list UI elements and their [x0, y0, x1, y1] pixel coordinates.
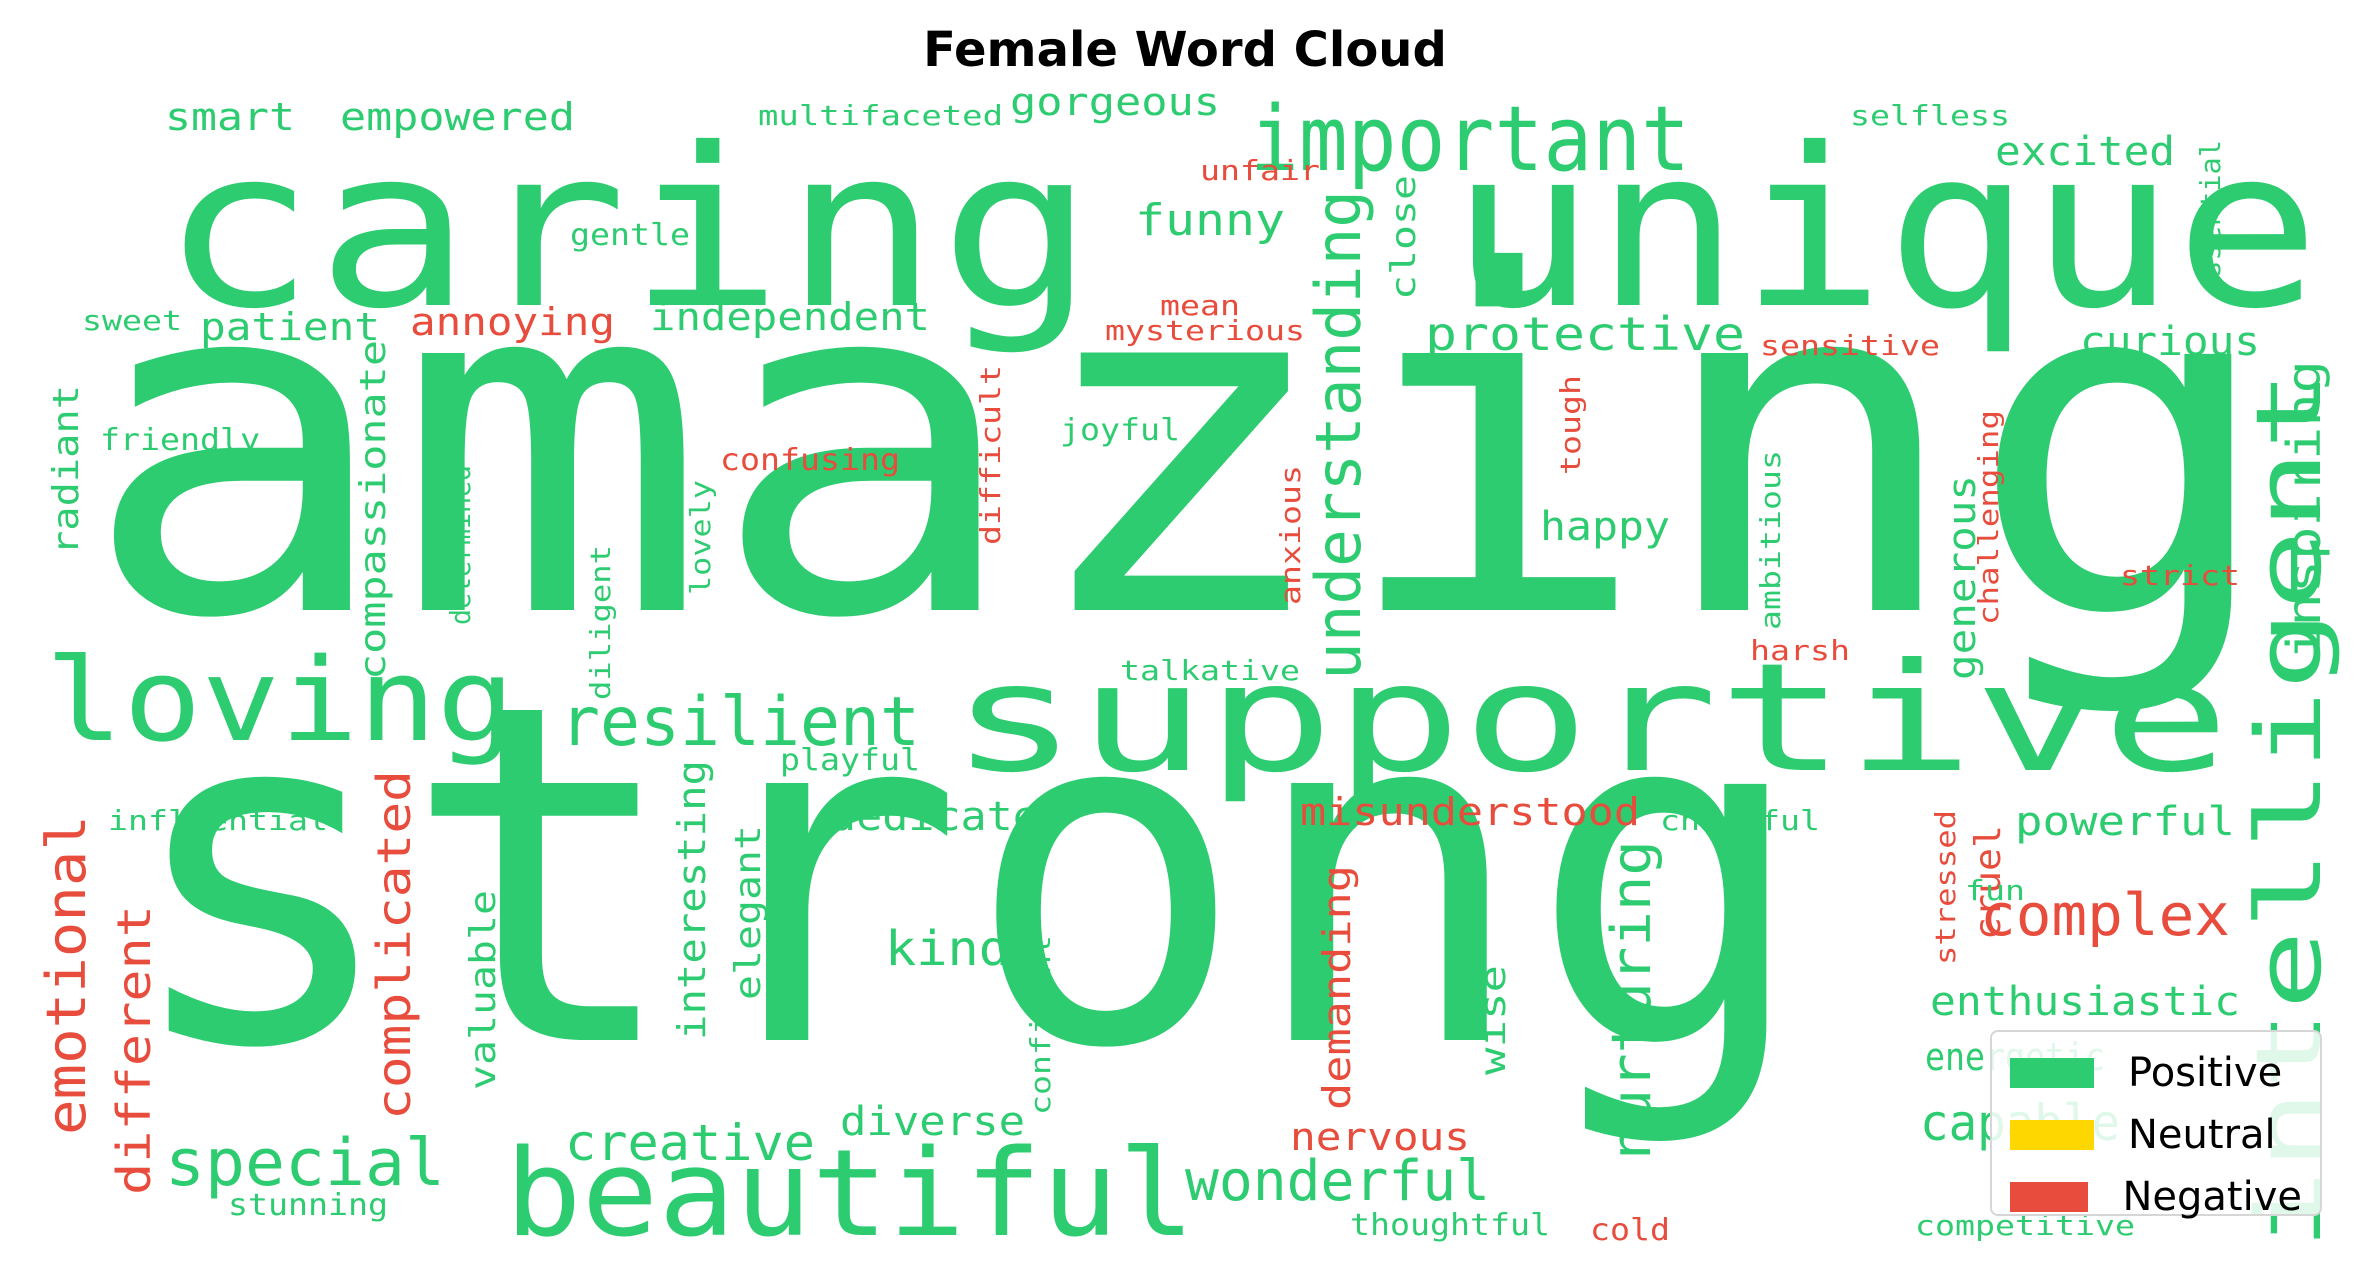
word-cruel: cruel	[1968, 825, 2009, 940]
word-independent: independent	[650, 295, 930, 339]
word-essential: essential	[2194, 140, 2227, 295]
word-difficult: difficult	[974, 365, 1007, 545]
word-wise: wise	[1473, 965, 1514, 1075]
legend-swatch-neutral	[2010, 1120, 2094, 1150]
word-beautiful: beautiful	[505, 1125, 1195, 1264]
word-compassionate: compassionate	[353, 340, 394, 680]
word-smart: smart	[165, 95, 295, 139]
legend-swatch-positive	[2010, 1058, 2094, 1088]
word-loving: loving	[45, 634, 515, 768]
word-enthusiastic: enthusiastic	[1930, 979, 2240, 1025]
word-amazing: amazing	[80, 174, 2280, 721]
word-diligent: diligent	[584, 545, 617, 700]
word-gentle: gentle	[570, 218, 690, 253]
word-resilient: resilient	[560, 683, 920, 762]
legend-label-positive: Positive	[2128, 1050, 2283, 1096]
word-complex: complex	[1980, 881, 2230, 949]
word-joyful: joyful	[1060, 413, 1180, 448]
word-elegant: elegant	[728, 825, 769, 1000]
word-anxious: anxious	[1274, 465, 1307, 605]
word-dedicated: dedicated	[830, 794, 1065, 840]
word-mysterious: mysterious	[1105, 314, 1305, 347]
word-interesting: interesting	[670, 760, 714, 1040]
word-empowered: empowered	[340, 95, 575, 139]
word-excited: excited	[1995, 129, 2175, 175]
word-cold: cold	[1590, 1213, 1670, 1248]
word-stunning: stunning	[228, 1188, 388, 1223]
word-ambitious: ambitious	[1754, 450, 1787, 630]
word-gorgeous: gorgeous	[1010, 80, 1220, 124]
word-supportive: supportive	[950, 632, 2230, 806]
word-understanding: understanding	[1302, 190, 1375, 680]
word-playful: playful	[780, 743, 920, 778]
word-emotional: emotional	[35, 815, 98, 1135]
word-wonderful: wonderful	[1185, 1149, 1490, 1214]
word-demanding: demanding	[1315, 865, 1359, 1110]
word-diverse: diverse	[840, 1099, 1025, 1145]
word-selfless: selfless	[1850, 99, 2010, 132]
word-confident: confident	[1024, 935, 1057, 1115]
word-multifaceted: multifaceted	[758, 99, 1003, 132]
legend-entry-negative: Negative	[2010, 1166, 2302, 1228]
word-special: special	[165, 1126, 445, 1201]
word-tough: tough	[1554, 375, 1587, 475]
word-inspiring: inspiring	[2277, 360, 2331, 660]
word-powerful: powerful	[2015, 799, 2235, 845]
word-fun: fun	[1965, 874, 2025, 907]
word-nervous: nervous	[1290, 1115, 1470, 1159]
legend-entry-neutral: Neutral	[2010, 1104, 2302, 1166]
word-unique: unique	[1450, 101, 2320, 357]
word-nurturing: nurturing	[1600, 840, 1663, 1160]
word-talkative: talkative	[1120, 654, 1300, 687]
word-strict: strict	[2120, 559, 2240, 592]
word-sweet: sweet	[82, 304, 182, 337]
word-confusing: confusing	[720, 443, 900, 478]
word-cheerful: cheerful	[1660, 804, 1820, 837]
word-lovely: lovely	[684, 480, 717, 595]
legend: Positive Neutral Negative	[1990, 1030, 2322, 1220]
word-different: different	[107, 905, 161, 1195]
word-thoughtful: thoughtful	[1350, 1208, 1550, 1243]
legend-swatch-negative	[2010, 1182, 2089, 1212]
chart-title: Female Word Cloud	[923, 22, 1447, 78]
word-friendly: friendly	[100, 423, 260, 458]
word-patient: patient	[200, 305, 380, 349]
word-valuable: valuable	[463, 890, 504, 1090]
word-sensitive: sensitive	[1760, 329, 1940, 362]
word-strong: strong	[120, 604, 1810, 1151]
word-creative: creative	[565, 1114, 815, 1172]
word-harsh: harsh	[1750, 634, 1850, 667]
word-curious: curious	[2080, 319, 2260, 365]
word-generous: generous	[1940, 475, 1984, 680]
word-annoying: annoying	[410, 300, 615, 344]
word-determined: determined	[444, 465, 477, 625]
word-caring: caring	[160, 101, 1095, 357]
word-funny: funny	[1135, 195, 1285, 246]
word-complicated: complicated	[367, 770, 421, 1120]
word-protective: protective	[1425, 307, 1745, 361]
word-unfair: unfair	[1200, 154, 1320, 187]
word-mean: mean	[1160, 289, 1240, 322]
legend-label-negative: Negative	[2122, 1174, 2302, 1220]
word-stressed: stressed	[1929, 810, 1962, 965]
word-important: important	[1250, 87, 1690, 192]
word-kind: kind	[885, 921, 1010, 977]
word-misunderstood: misunderstood	[1300, 790, 1640, 834]
legend-entry-positive: Positive	[2010, 1042, 2302, 1104]
word-close: close	[1384, 175, 1424, 300]
legend-label-neutral: Neutral	[2128, 1112, 2276, 1158]
word-radiant: radiant	[46, 385, 87, 555]
word-happy: happy	[1540, 504, 1670, 550]
word-influential: influential	[108, 804, 328, 837]
word-challenging: challenging	[1972, 410, 2005, 625]
